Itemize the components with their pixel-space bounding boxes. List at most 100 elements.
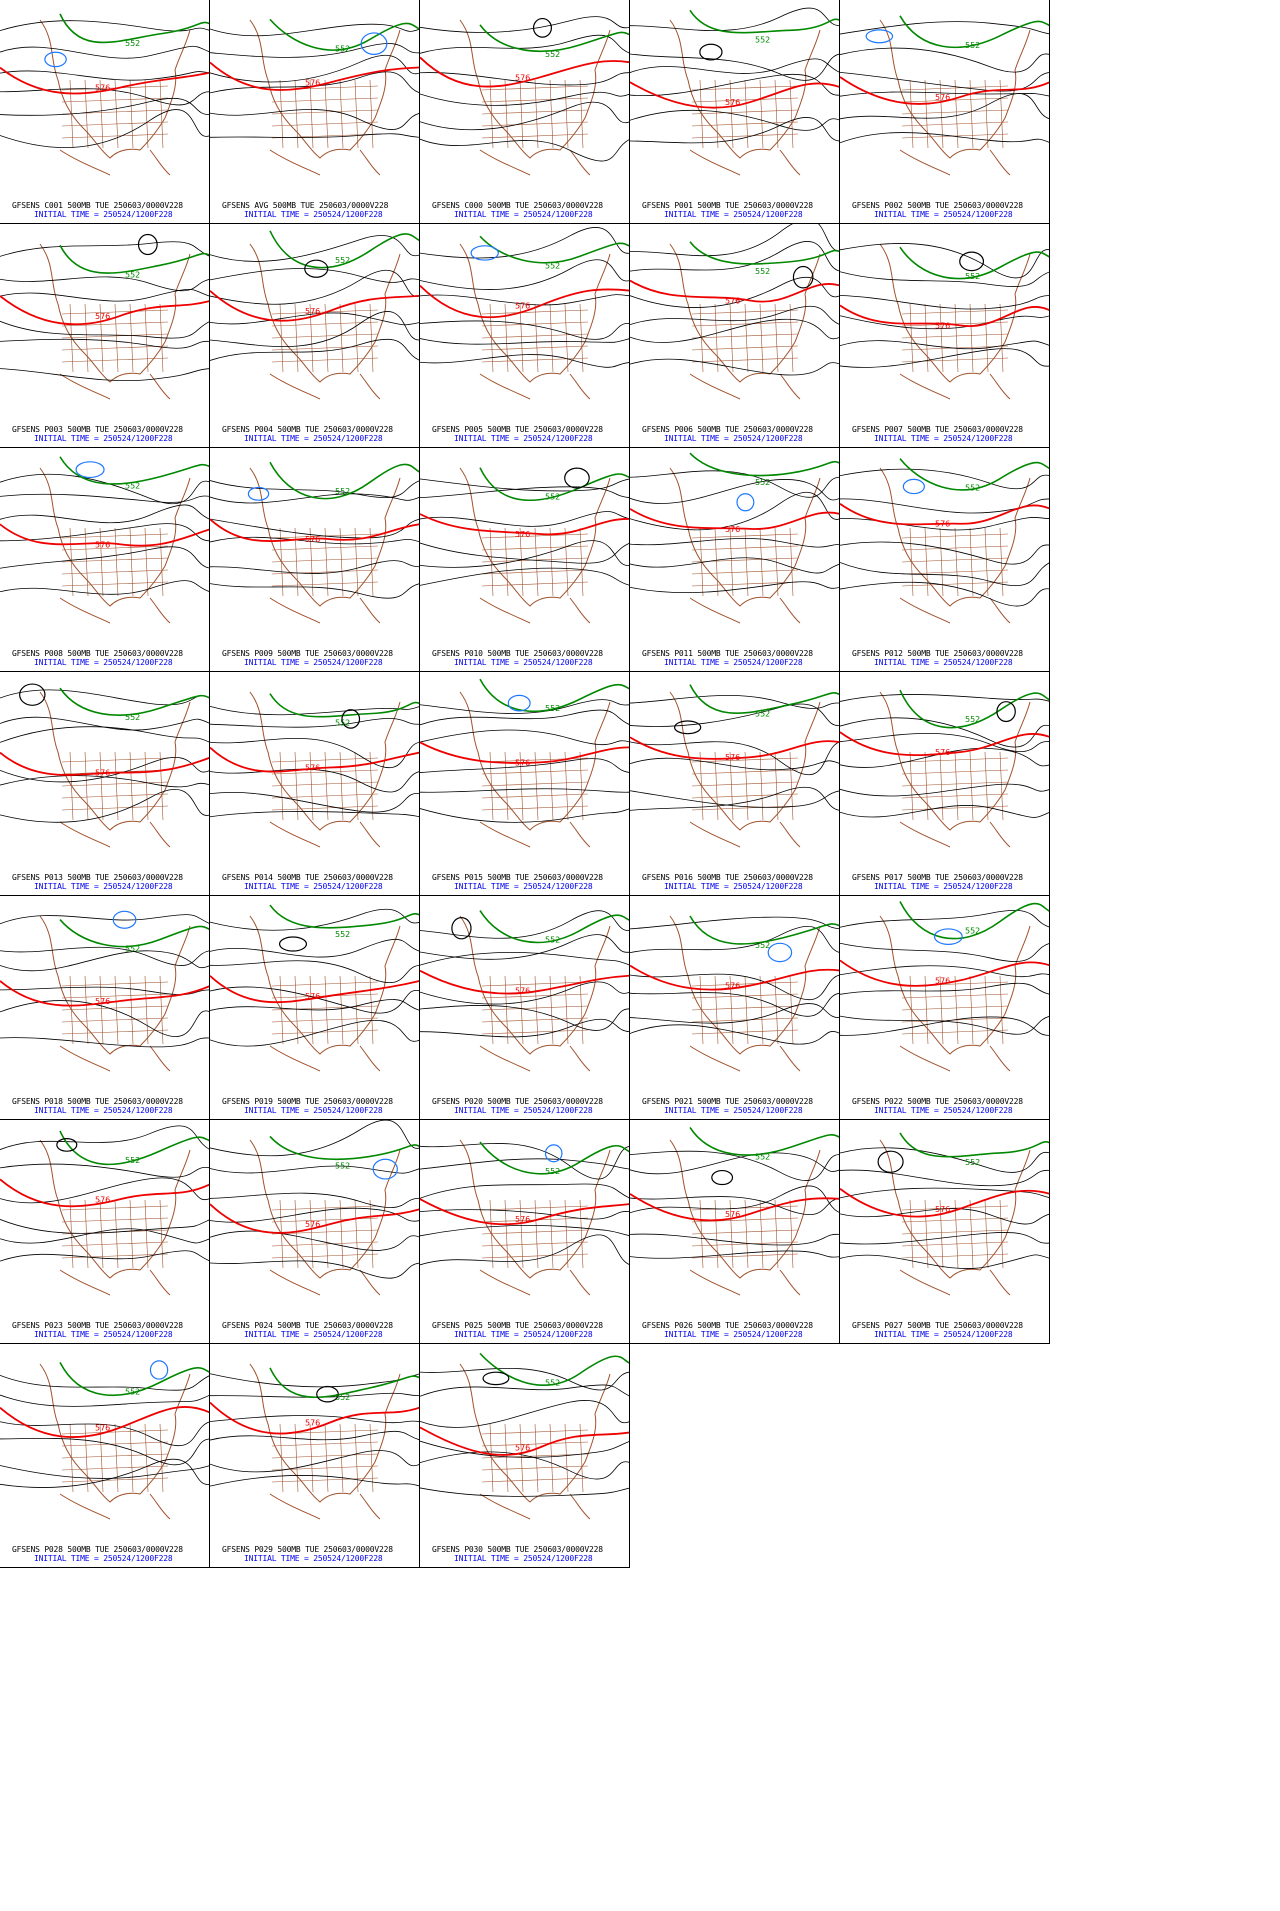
panel-title: GFSENS P026 500MB TUE 250603/0000V228 xyxy=(642,1321,813,1330)
height-contour xyxy=(210,1415,419,1424)
contour-576 xyxy=(0,1178,209,1208)
contour-label-576: 576 xyxy=(935,976,950,985)
closed-low xyxy=(137,233,158,256)
height-contour xyxy=(420,981,629,1005)
coastline xyxy=(879,19,1031,176)
contour-label-576: 576 xyxy=(935,520,950,529)
contour-552 xyxy=(899,246,1049,280)
political-boundaries xyxy=(901,79,1009,149)
contour-label-576: 576 xyxy=(305,763,320,772)
contour-552 xyxy=(269,1367,419,1398)
contour-label-576: 576 xyxy=(725,982,740,991)
height-contour xyxy=(420,259,629,290)
contour-label-576: 576 xyxy=(935,93,950,102)
height-contour xyxy=(0,1163,209,1178)
height-contour xyxy=(420,1384,629,1397)
height-contour xyxy=(630,1250,839,1259)
closed-low xyxy=(699,43,723,61)
height-contour xyxy=(630,537,839,548)
height-contour xyxy=(0,1465,209,1479)
contour-552 xyxy=(899,901,1049,940)
contour-label-576: 576 xyxy=(95,997,110,1006)
contour-576 xyxy=(840,304,1049,328)
height-contour xyxy=(0,20,209,32)
closed-low xyxy=(278,936,308,952)
height-contour xyxy=(630,1233,839,1246)
height-contour xyxy=(420,1209,629,1220)
contour-576 xyxy=(840,503,1049,526)
closed-low xyxy=(532,17,552,38)
closed-low xyxy=(933,928,963,945)
height-contour xyxy=(630,557,839,574)
coastline xyxy=(249,1139,401,1296)
height-contour xyxy=(840,132,1049,144)
height-contour xyxy=(420,138,629,162)
height-contour-map: 576 552 xyxy=(630,7,839,176)
closed-low xyxy=(877,1150,904,1173)
height-contour xyxy=(630,358,839,376)
political-boundaries xyxy=(691,751,799,821)
panel-initial-time: INITIAL TIME = 250524/1200F228 xyxy=(454,210,593,219)
height-contour xyxy=(630,992,839,1017)
height-contour xyxy=(210,1165,419,1174)
contour-576 xyxy=(420,1426,629,1456)
closed-low xyxy=(767,942,793,963)
height-contour xyxy=(210,718,419,728)
political-boundaries xyxy=(61,1199,169,1269)
contour-label-576: 576 xyxy=(95,540,110,549)
height-contour xyxy=(0,523,209,542)
contour-576 xyxy=(210,746,419,773)
height-contour xyxy=(420,567,629,586)
ensemble-panel: 576 552 GFSENS P015 500MB TUE 250603/0000V… xyxy=(420,672,630,896)
height-contour xyxy=(840,1254,1049,1269)
height-contour xyxy=(420,101,629,131)
height-contour xyxy=(630,757,839,771)
contour-552 xyxy=(479,910,629,944)
political-boundaries xyxy=(481,303,589,373)
height-contour-map: 576 552 xyxy=(0,13,209,176)
height-contour xyxy=(420,91,629,106)
height-contour xyxy=(210,908,419,931)
political-boundaries xyxy=(61,1423,169,1493)
coastline xyxy=(669,19,821,176)
contour-576 xyxy=(630,279,839,303)
height-contour xyxy=(210,311,419,347)
height-contour xyxy=(840,1169,1049,1187)
height-contour xyxy=(420,1005,629,1031)
contour-label-552: 552 xyxy=(545,1167,560,1176)
coastline xyxy=(459,467,611,624)
contour-label-552: 552 xyxy=(335,44,350,53)
height-contour xyxy=(630,703,839,727)
height-contour xyxy=(630,276,839,308)
closed-low xyxy=(865,29,894,44)
contour-label-552: 552 xyxy=(545,493,560,502)
ensemble-panel: 576 552 GFSENS P030 500MB TUE 250603/0000V… xyxy=(420,1344,630,1568)
height-contour xyxy=(630,1196,839,1216)
panel-initial-time: INITIAL TIME = 250524/1200F228 xyxy=(244,434,383,443)
height-contour xyxy=(210,312,419,326)
height-contour xyxy=(630,1150,839,1181)
height-contour xyxy=(210,269,419,305)
ensemble-panel: 576 552 GFSENS P024 500MB TUE 250603/0000V… xyxy=(210,1120,420,1344)
panel-initial-time: INITIAL TIME = 250524/1200F228 xyxy=(34,1330,173,1339)
height-contour xyxy=(210,339,419,361)
closed-low xyxy=(304,259,329,278)
height-contour xyxy=(630,53,839,81)
contour-552 xyxy=(269,1135,419,1161)
contour-label-576: 576 xyxy=(95,1195,110,1204)
political-boundaries xyxy=(481,975,589,1045)
contour-576 xyxy=(0,1405,209,1438)
height-contour xyxy=(420,934,629,960)
contour-552 xyxy=(269,693,419,718)
contour-label-552: 552 xyxy=(335,719,350,728)
height-contour xyxy=(840,295,1049,310)
contour-label-576: 576 xyxy=(725,525,740,534)
height-contour-map: 576 552 xyxy=(630,1126,839,1296)
panel-initial-time: INITIAL TIME = 250524/1200F228 xyxy=(244,658,383,667)
height-contour xyxy=(0,338,209,349)
political-boundaries xyxy=(61,303,169,373)
panel-initial-time: INITIAL TIME = 250524/1200F228 xyxy=(664,210,803,219)
height-contour xyxy=(840,733,1049,753)
height-contour xyxy=(0,950,209,972)
height-contour xyxy=(210,1373,419,1388)
